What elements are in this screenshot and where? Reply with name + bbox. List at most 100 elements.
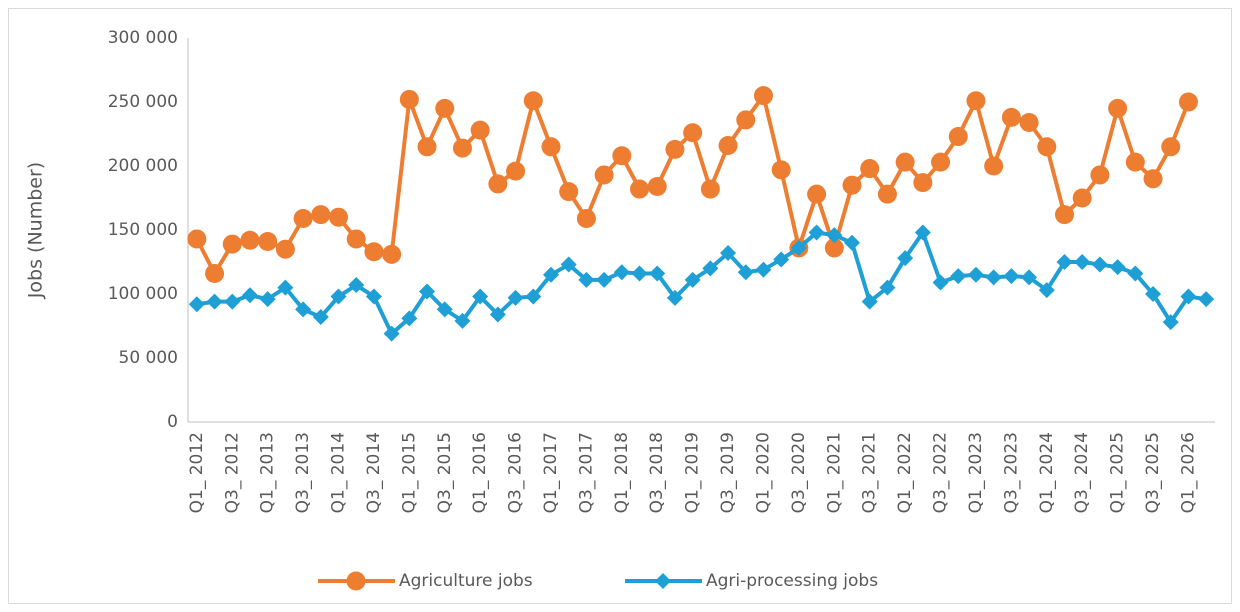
data-point <box>417 137 437 157</box>
data-point <box>1109 259 1126 276</box>
data-point <box>844 234 861 251</box>
x-tick-label: Q3_ 2012 <box>222 432 242 513</box>
data-point <box>560 256 577 273</box>
data-point <box>895 152 915 172</box>
y-tick-label: 150 000 <box>108 220 178 240</box>
x-tick-label: Q3_ 2018 <box>647 432 667 513</box>
data-point <box>1072 188 1092 208</box>
x-tick-label: Q1_ 2012 <box>187 432 207 513</box>
data-point <box>1037 137 1057 157</box>
data-point <box>984 156 1004 176</box>
data-point <box>452 138 472 158</box>
data-point <box>860 159 880 179</box>
data-point <box>718 136 738 156</box>
x-tick-label: Q3_ 2021 <box>860 432 880 513</box>
data-point <box>753 86 773 106</box>
legend-label: Agri-processing jobs <box>706 571 878 591</box>
data-point <box>665 139 685 159</box>
data-point <box>578 271 595 288</box>
x-tick-label: Q3_ 2013 <box>293 432 313 513</box>
data-point <box>346 229 366 249</box>
x-tick-label: Q1_ 2020 <box>753 432 773 513</box>
data-point <box>1090 165 1110 185</box>
data-point <box>330 288 347 305</box>
data-point <box>187 229 207 249</box>
data-point <box>684 271 701 288</box>
data-point <box>913 173 933 193</box>
x-tick-label: Q1_ 2019 <box>683 432 703 513</box>
data-point <box>559 182 579 202</box>
data-point <box>861 293 878 310</box>
data-point <box>188 296 205 313</box>
x-tick-label: Q1_ 2026 <box>1178 432 1198 513</box>
data-point <box>401 310 418 327</box>
x-tick-label: Q3_ 2020 <box>789 432 809 513</box>
data-point <box>1038 282 1055 299</box>
data-point <box>240 230 260 250</box>
data-point <box>649 265 666 282</box>
data-point <box>1108 98 1128 118</box>
data-point <box>523 91 543 111</box>
data-point <box>596 271 613 288</box>
data-point <box>382 244 402 264</box>
data-point <box>931 152 951 172</box>
data-point <box>773 251 790 268</box>
x-tick-label: Q3_ 2024 <box>1072 432 1092 513</box>
x-tick-label: Q1_ 2023 <box>966 432 986 513</box>
data-point <box>454 312 471 329</box>
x-tick-label: Q1_ 2021 <box>824 432 844 513</box>
data-point <box>1162 314 1179 331</box>
data-point <box>647 176 667 196</box>
data-point <box>1001 107 1021 127</box>
data-point <box>348 277 365 294</box>
data-point <box>312 309 329 326</box>
data-point <box>720 245 737 262</box>
data-point <box>311 205 331 225</box>
data-point <box>436 301 453 318</box>
data-point <box>1145 286 1162 302</box>
x-tick-label: Q1_ 2015 <box>399 432 419 513</box>
y-tick-label: 100 000 <box>108 284 178 304</box>
x-tick-label: Q1_ 2022 <box>895 432 915 513</box>
data-point <box>966 91 986 111</box>
data-point <box>790 239 807 256</box>
data-point <box>932 274 949 291</box>
data-point <box>1074 254 1091 270</box>
data-point <box>877 184 897 204</box>
x-tick-label: Q1_ 2025 <box>1108 432 1128 513</box>
x-tick-label: Q1_ 2017 <box>541 432 561 513</box>
x-tick-label: Q3_ 2017 <box>576 432 596 513</box>
data-point <box>948 127 968 147</box>
series-line <box>196 230 1207 336</box>
data-point <box>967 266 984 283</box>
data-point <box>807 184 827 204</box>
y-tick-label: 50 000 <box>119 348 178 368</box>
data-point <box>879 279 896 296</box>
data-point <box>525 288 542 305</box>
data-point <box>541 137 561 157</box>
data-point <box>1143 169 1163 189</box>
x-tick-label: Q3_ 2019 <box>718 432 738 513</box>
data-point <box>277 279 294 296</box>
data-point <box>506 161 526 181</box>
data-point <box>1161 137 1181 157</box>
data-point <box>399 89 419 109</box>
data-point <box>1019 112 1039 132</box>
data-point <box>1091 256 1108 273</box>
data-point <box>808 224 825 241</box>
y-tick-label: 250 000 <box>108 92 178 112</box>
legend-label: Agriculture jobs <box>399 571 533 591</box>
data-point <box>488 174 508 194</box>
data-point <box>364 242 384 262</box>
data-point <box>383 325 400 342</box>
data-point <box>365 288 382 305</box>
data-point <box>985 269 1002 286</box>
data-point <box>224 293 241 310</box>
data-point <box>472 288 489 305</box>
data-point <box>702 260 719 277</box>
x-tick-label: Q3_ 2022 <box>931 432 951 513</box>
data-point <box>293 208 313 228</box>
data-point <box>950 268 967 285</box>
data-point <box>771 160 791 180</box>
